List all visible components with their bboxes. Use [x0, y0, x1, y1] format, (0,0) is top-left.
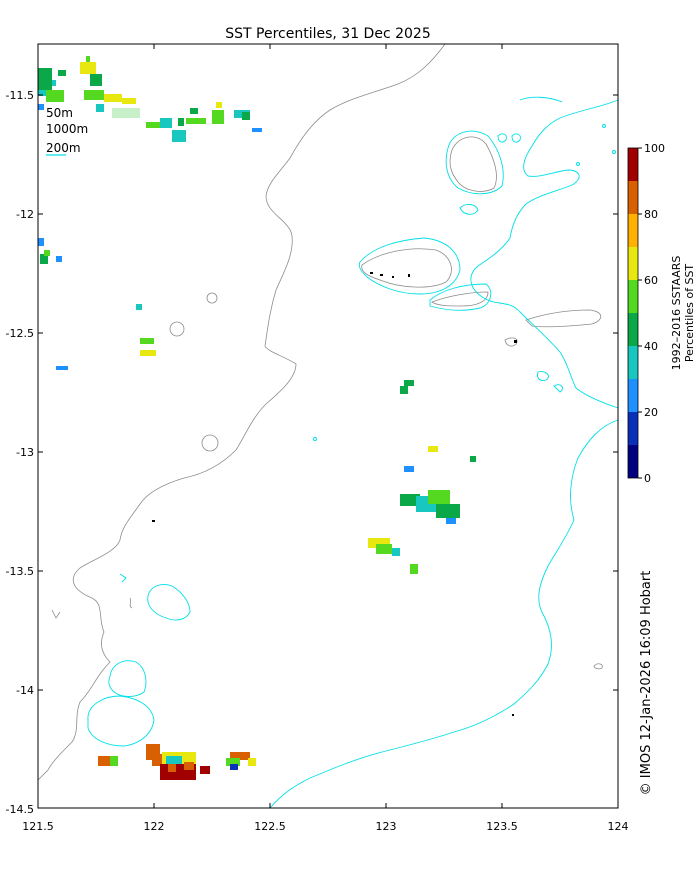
- colorbar-swatch: [628, 280, 638, 313]
- colorbar-tick-label: 60: [644, 274, 658, 287]
- x-tick-label: 121.5: [22, 820, 54, 833]
- colorbar-tick-label: 80: [644, 208, 658, 221]
- y-tick-label: -13.5: [6, 565, 34, 578]
- colorbar-swatch: [628, 445, 638, 478]
- colorbar-swatch: [628, 214, 638, 247]
- colorbar-swatch: [628, 313, 638, 346]
- axis-ticks: [37, 44, 619, 808]
- colorbar-swatch: [628, 412, 638, 445]
- isobath-200m: [87, 96, 619, 809]
- colorbar-swatch: [628, 247, 638, 280]
- y-tick-label: -11.5: [6, 89, 34, 102]
- y-tick-label: -12.5: [6, 327, 34, 340]
- colorbar-tick-label: 100: [644, 142, 665, 155]
- plot-frame: [37, 43, 619, 809]
- sst-percentile-cells: [38, 56, 476, 780]
- legend-1000m: 1000m: [46, 122, 88, 136]
- x-tick-label: 122: [144, 820, 165, 833]
- x-tick-label: 123: [376, 820, 397, 833]
- colorbar-title-line2: Percentiles of SST: [683, 264, 696, 363]
- y-tick-label: -12: [16, 208, 34, 221]
- x-tick-label: 124: [608, 820, 629, 833]
- y-tick-label: -13: [16, 446, 34, 459]
- x-tick-label: 123.5: [486, 820, 518, 833]
- legend-200m: 200m: [46, 141, 81, 155]
- islet-markers: [152, 272, 517, 716]
- colorbar-swatch: [628, 148, 638, 181]
- colorbar: 0 20 40 60 80 100 1992–2016 SSTAARS Perc…: [627, 142, 696, 485]
- colorbar-tick-label: 40: [644, 340, 658, 353]
- colorbar-tick-label: 20: [644, 406, 658, 419]
- legend-50m: 50m: [46, 106, 73, 120]
- colorbar-swatch: [628, 379, 638, 412]
- colorbar-tick-label: 0: [644, 472, 651, 485]
- colorbar-title-line1: 1992–2016 SSTAARS: [670, 256, 683, 371]
- isobath-legend: 50m 1000m 200m: [46, 106, 88, 156]
- credit-text: © IMOS 12-Jan-2026 16:09 Hobart: [639, 571, 654, 796]
- coastline: [37, 43, 603, 781]
- x-tick-label: 122.5: [254, 820, 286, 833]
- y-tick-label: -14.5: [6, 803, 34, 816]
- colorbar-swatch: [628, 181, 638, 214]
- colorbar-swatch: [628, 346, 638, 379]
- y-tick-label: -14: [16, 684, 34, 697]
- map-title: SST Percentiles, 31 Dec 2025: [225, 26, 431, 42]
